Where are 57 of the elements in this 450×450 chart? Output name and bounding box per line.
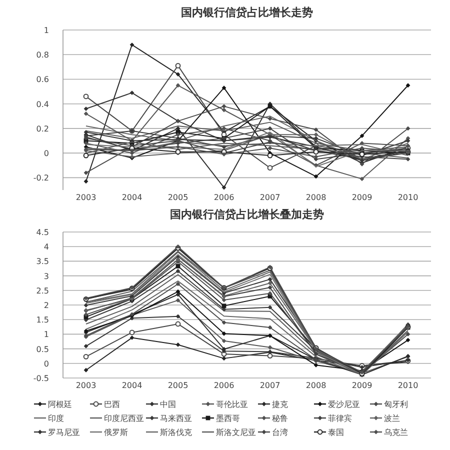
x-tick-label: 2007: [260, 193, 280, 202]
y-tick-label: -0.2: [33, 174, 49, 183]
legend-label: 哥伦比亚: [216, 400, 248, 409]
legend-label: 俄罗斯: [104, 428, 128, 437]
x-tick-label: 2003: [76, 381, 96, 390]
y-tick-label: 1: [44, 330, 49, 340]
x-tick-label: 2003: [76, 193, 96, 202]
y-tick-label: 0.8: [36, 50, 49, 60]
x-tick-label: 2010: [398, 193, 418, 202]
legend-label: 阿根廷: [48, 400, 72, 409]
legend-label: 印度: [48, 414, 64, 423]
y-tick-label: 2: [44, 301, 49, 310]
y-tick-label: 1: [44, 26, 49, 35]
legend-label: 巴西: [104, 400, 120, 409]
y-tick-label: 0.4: [36, 100, 49, 109]
x-tick-label: 2008: [306, 381, 326, 390]
x-tick-label: 2008: [306, 193, 326, 202]
y-tick-label: 4: [44, 242, 49, 252]
y-tick-label: 4.5: [36, 228, 49, 237]
legend-label: 泰国: [328, 428, 344, 437]
legend-label: 菲律宾: [328, 414, 352, 423]
legend-label: 台湾: [272, 428, 288, 437]
y-tick-label: 0.5: [36, 344, 49, 354]
legend-label: 秘鲁: [272, 414, 288, 423]
legend-label: 斯洛文尼亚: [216, 428, 256, 437]
x-tick-label: 2007: [260, 381, 280, 390]
y-tick-label: 1.5: [36, 316, 49, 325]
legend-label: 爱沙尼亚: [328, 400, 360, 409]
y-tick-label: 0.6: [36, 75, 49, 84]
legend-label: 墨西哥: [216, 414, 240, 423]
x-tick-label: 2005: [168, 381, 188, 390]
legend-label: 中国: [160, 400, 176, 409]
chart-title: 国内银行信贷占比增长走势: [181, 6, 313, 19]
chart-title: 国内银行信贷占比增长叠加走势: [170, 208, 324, 221]
y-tick-label: 0.2: [36, 124, 49, 134]
legend-label: 乌克兰: [384, 428, 408, 437]
x-tick-label: 2005: [168, 193, 188, 202]
legend-label: 马来西亚: [160, 414, 192, 423]
y-tick-label: -0.5: [33, 374, 49, 383]
x-tick-label: 2010: [398, 381, 418, 390]
y-tick-label: 3.5: [36, 257, 49, 266]
x-tick-label: 2004: [122, 193, 142, 202]
x-tick-label: 2009: [352, 381, 372, 390]
legend-label: 印度尼西亚: [104, 414, 144, 423]
legend-label: 捷克: [272, 400, 288, 409]
y-tick-label: 0: [44, 149, 49, 158]
legend-label: 斯洛伐克: [160, 428, 192, 437]
x-tick-label: 2004: [122, 381, 142, 390]
y-tick-label: 3: [44, 272, 49, 281]
legend-label: 罗马尼亚: [48, 428, 80, 437]
y-tick-label: 2.5: [36, 286, 49, 296]
x-tick-label: 2006: [214, 381, 234, 390]
legend-label: 匈牙利: [384, 400, 408, 409]
y-tick-label: 0: [44, 359, 49, 368]
x-tick-label: 2009: [352, 193, 372, 202]
legend-label: 波兰: [384, 414, 400, 423]
x-tick-label: 2006: [214, 193, 234, 202]
